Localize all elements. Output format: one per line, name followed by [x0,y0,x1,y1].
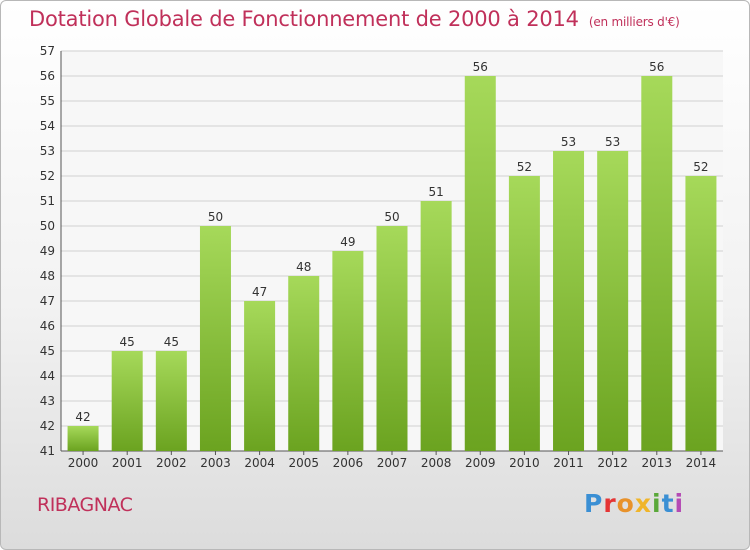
bar-value-label: 49 [340,235,355,249]
x-tick-label: 2014 [686,456,717,470]
x-tick-label: 2012 [597,456,628,470]
bar [67,426,99,451]
x-tick-label: 2003 [200,456,231,470]
bar-value-label: 51 [428,185,443,199]
y-tick-label: 46 [40,319,55,333]
y-tick-label: 44 [40,369,55,383]
x-tick-label: 2007 [377,456,408,470]
x-tick-label: 2011 [553,456,584,470]
y-tick-label: 43 [40,394,55,408]
commune-name: RIBAGNAC [37,494,133,516]
bar-value-label: 42 [75,410,90,424]
y-tick-label: 42 [40,419,55,433]
bar-value-label: 47 [252,285,267,299]
bar [376,226,408,451]
x-tick-label: 2010 [509,456,540,470]
x-tick-label: 2005 [288,456,319,470]
bar-value-label: 56 [649,60,664,74]
bar [641,76,673,451]
bar-value-label: 50 [384,210,399,224]
bar [685,176,717,451]
proxiti-logo: Proxiti [584,489,685,518]
y-tick-label: 57 [40,44,55,58]
bar-value-label: 52 [517,160,532,174]
y-tick-label: 56 [40,69,55,83]
bar-value-label: 50 [208,210,223,224]
y-tick-label: 52 [40,169,55,183]
y-tick-label: 49 [40,244,55,258]
y-tick-label: 41 [40,444,55,458]
chart-title: Dotation Globale de Fonctionnement de 20… [29,7,680,31]
y-tick-label: 54 [40,119,55,133]
x-tick-label: 2001 [112,456,143,470]
chart-unit: (en milliers d'€) [588,15,680,29]
x-tick-label: 2000 [68,456,99,470]
bar [288,276,320,451]
y-tick-label: 45 [40,344,55,358]
x-tick-label: 2006 [333,456,364,470]
y-tick-label: 50 [40,219,55,233]
x-tick-label: 2004 [244,456,275,470]
bar [155,351,187,451]
bar-value-label: 53 [561,135,576,149]
y-tick-label: 55 [40,94,55,108]
bar-value-label: 45 [120,335,135,349]
bar [244,301,276,451]
bar [553,151,585,451]
bar-value-label: 56 [473,60,488,74]
x-tick-label: 2009 [465,456,496,470]
bar [111,351,143,451]
x-tick-label: 2013 [642,456,673,470]
bar [597,151,629,451]
bar-value-label: 52 [693,160,708,174]
x-tick-label: 2008 [421,456,452,470]
bar-value-label: 48 [296,260,311,274]
bar [464,76,496,451]
x-tick-label: 2002 [156,456,187,470]
bar-value-label: 45 [164,335,179,349]
bar-value-label: 53 [605,135,620,149]
y-tick-label: 48 [40,269,55,283]
chart-title-text: Dotation Globale de Fonctionnement de 20… [29,7,579,31]
y-tick-label: 53 [40,144,55,158]
y-tick-label: 47 [40,294,55,308]
y-tick-label: 51 [40,194,55,208]
bar [508,176,540,451]
bar [420,201,452,451]
bar [199,226,231,451]
bar [332,251,364,451]
